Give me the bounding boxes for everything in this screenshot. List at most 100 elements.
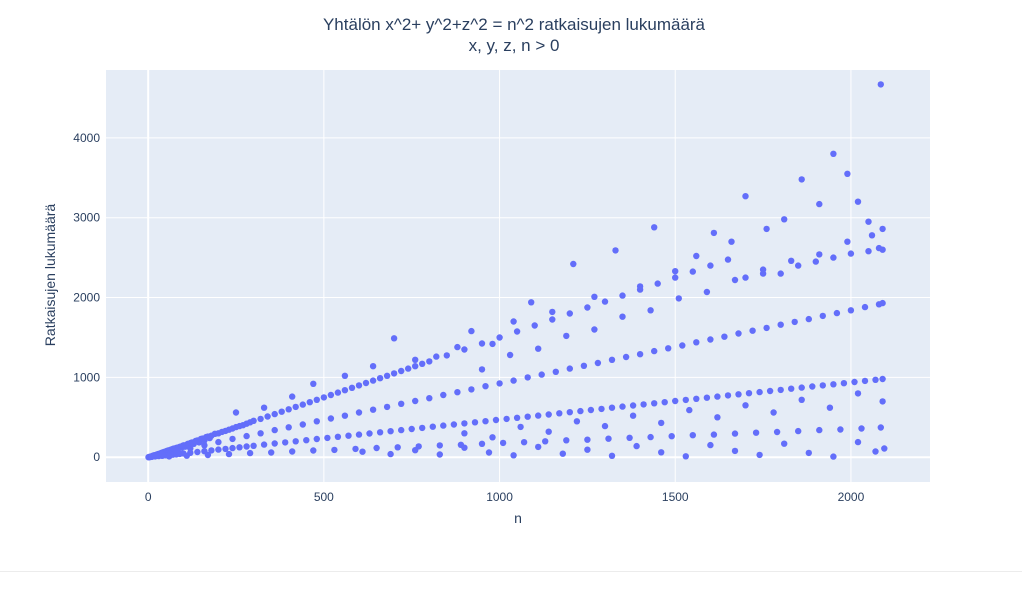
data-point	[854, 198, 862, 205]
data-point	[478, 440, 486, 447]
data-point	[777, 386, 784, 394]
data-point	[478, 340, 486, 347]
data-point	[626, 434, 633, 441]
data-point	[461, 430, 468, 437]
y-tick-label: 3000	[73, 211, 100, 225]
data-point	[791, 318, 798, 326]
data-point	[327, 415, 335, 422]
data-point	[492, 416, 500, 424]
data-point	[299, 401, 306, 408]
data-point	[461, 346, 468, 353]
data-point	[549, 316, 556, 323]
data-point	[833, 309, 841, 317]
data-point	[489, 434, 496, 441]
data-point	[250, 417, 257, 424]
data-point	[710, 431, 718, 438]
data-point	[362, 379, 370, 387]
data-point	[552, 368, 559, 375]
data-point	[830, 381, 837, 388]
data-point	[689, 268, 696, 275]
data-point	[243, 443, 250, 450]
data-point	[313, 396, 320, 403]
data-point	[520, 439, 528, 446]
data-point	[232, 409, 240, 416]
data-point	[289, 448, 296, 455]
data-point	[429, 423, 436, 430]
data-point	[327, 391, 335, 399]
data-point	[714, 414, 721, 421]
data-point	[341, 412, 349, 419]
data-point	[872, 376, 879, 383]
data-point	[879, 375, 886, 383]
data-point	[376, 429, 384, 436]
data-point	[816, 251, 823, 258]
data-point	[489, 340, 496, 348]
data-point	[229, 435, 236, 443]
y-tick-label: 0	[93, 450, 100, 464]
data-point	[731, 447, 739, 455]
data-point	[693, 395, 700, 402]
data-point	[724, 256, 732, 263]
data-point	[601, 298, 609, 305]
data-point	[689, 432, 696, 439]
data-point	[594, 359, 602, 367]
data-point	[499, 439, 507, 447]
x-tick-label: 0	[145, 490, 152, 504]
data-point	[398, 426, 405, 434]
data-point	[584, 446, 591, 453]
data-point	[556, 410, 563, 417]
data-point	[405, 365, 412, 372]
data-point	[369, 363, 377, 370]
data-point	[693, 339, 700, 346]
data-point	[629, 412, 637, 419]
data-point	[795, 262, 802, 269]
data-point	[510, 318, 517, 325]
data-point	[187, 445, 194, 452]
data-point	[222, 445, 229, 453]
data-point	[250, 442, 257, 449]
data-point	[781, 216, 788, 223]
data-point	[777, 270, 784, 277]
data-point	[805, 449, 812, 457]
data-point	[535, 412, 542, 419]
data-point	[482, 418, 489, 425]
data-point	[398, 367, 405, 375]
data-point	[858, 425, 865, 432]
data-point	[749, 327, 756, 334]
data-point	[369, 377, 377, 384]
data-point	[313, 418, 320, 425]
data-point	[376, 375, 384, 382]
data-point	[299, 421, 306, 428]
data-point	[633, 442, 640, 450]
data-point	[398, 400, 405, 407]
data-point	[426, 395, 433, 402]
x-axis-ticks: 0 500 1000 1500 2000	[145, 490, 865, 504]
data-point	[665, 345, 672, 352]
data-point	[528, 299, 535, 306]
data-point	[510, 377, 517, 384]
data-point	[826, 404, 834, 411]
data-point	[341, 372, 349, 379]
data-point	[282, 439, 289, 446]
data-point	[672, 268, 679, 275]
data-point	[461, 444, 468, 451]
data-point	[461, 420, 468, 427]
x-tick-label: 500	[314, 490, 334, 504]
data-point	[608, 404, 616, 411]
data-point	[341, 387, 349, 394]
data-point	[651, 224, 658, 231]
data-point	[675, 295, 682, 302]
data-point	[506, 351, 514, 359]
data-point	[840, 380, 848, 387]
data-point	[194, 448, 201, 456]
data-point	[208, 447, 215, 454]
data-point	[752, 429, 760, 436]
data-point	[686, 406, 693, 414]
data-point	[798, 396, 805, 403]
data-point	[651, 400, 658, 407]
data-point	[879, 299, 886, 307]
data-point	[324, 434, 331, 442]
data-point	[517, 423, 524, 431]
data-point	[872, 448, 879, 455]
data-point	[369, 406, 377, 413]
